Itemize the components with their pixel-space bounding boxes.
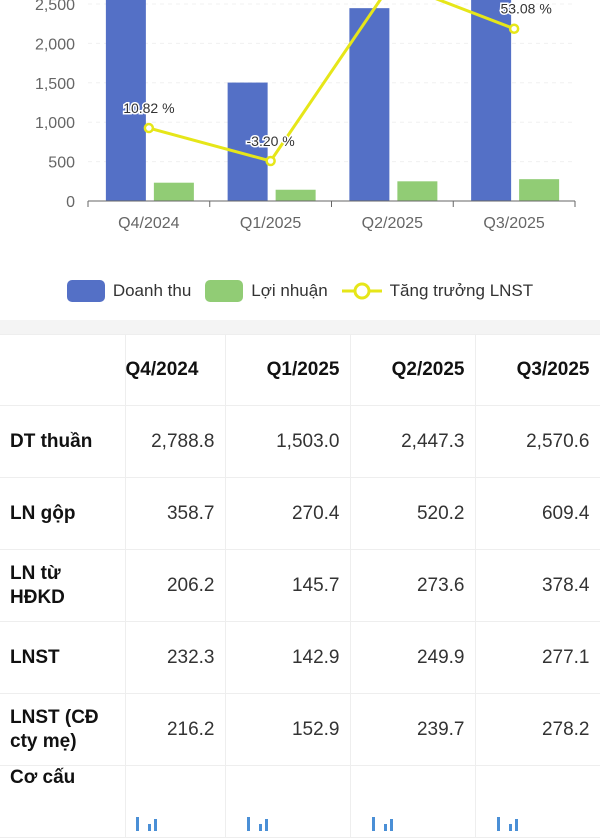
y-tick-label: 1,000 (35, 115, 75, 132)
legend-item-growth[interactable]: Tăng trưởng LNST (341, 280, 534, 302)
legend-swatch-profit (205, 280, 244, 302)
x-tick-label: Q2/2025 (362, 215, 423, 232)
value-cell: 278.2 (474, 693, 600, 766)
value-cell: 520.2 (349, 477, 476, 550)
table-header-row: Q4/2024 Q1/2025 Q2/2025 Q3/2025 (0, 334, 600, 406)
value-cell: 142.9 (224, 621, 351, 694)
bar-chart-icon (135, 815, 157, 831)
value-cell: 2,570.6 (474, 405, 600, 478)
revenue-bar (349, 8, 390, 202)
value-cell: 232.3 (124, 621, 226, 694)
structure-chart-cell[interactable] (124, 765, 226, 838)
chart-legend: Doanh thu Lợi nhuận Tăng trưởng LNST (0, 280, 600, 302)
header-label: Q4/2024 (125, 359, 199, 380)
profit-bar (275, 189, 316, 201)
value-cell: 216.2 (124, 693, 226, 766)
header-cell: Q2/2025 (349, 334, 476, 406)
table-row: LN gộp 358.7 270.4 520.2 609.4 (0, 477, 600, 550)
growth-point (143, 122, 155, 134)
growth-line (148, 0, 515, 163)
growth-data-label: 10.82 % (123, 100, 174, 116)
x-tick-label: Q1/2025 (240, 215, 301, 232)
structure-chart-cell[interactable] (474, 765, 600, 838)
x-tick-label: Q3/2025 (483, 215, 544, 232)
legend-label: Lợi nhuận (251, 281, 328, 300)
row-label: LN từ HĐKD (0, 549, 126, 622)
y-tick-label: 1,500 (35, 76, 75, 93)
value-cell: 273.6 (349, 549, 476, 622)
table-row: LN từ HĐKD 206.2 145.7 273.6 378.4 (0, 549, 600, 622)
header-cell: Q4/2024 (124, 334, 226, 406)
value-cell: 270.4 (224, 477, 351, 550)
value-cell: 249.9 (349, 621, 476, 694)
profit-bar (519, 179, 560, 201)
legend-swatch-revenue (66, 280, 105, 302)
table-row: LNST 232.3 142.9 249.9 277.1 (0, 621, 600, 694)
profit-bar (397, 181, 438, 201)
legend-line-marker-icon (341, 282, 382, 300)
bar-chart-icon (497, 815, 518, 831)
value-cell: 239.7 (349, 693, 476, 766)
x-tick-label: Q4/2024 (118, 215, 179, 232)
row-label: LNST (CĐ cty mẹ) (0, 693, 126, 766)
legend-label: Tăng trưởng LNST (389, 281, 534, 300)
growth-point (508, 23, 520, 34)
value-cell: 2,447.3 (349, 405, 476, 478)
revenue-bar (227, 82, 268, 201)
structure-chart-cell[interactable] (224, 765, 351, 838)
value-cell: 1,503.0 (224, 405, 351, 478)
growth-data-label: 53.08 % (500, 1, 551, 17)
value-cell: 206.2 (124, 549, 226, 622)
growth-data-label: -3.20 % (247, 133, 295, 149)
legend-item-revenue[interactable]: Doanh thu (66, 280, 192, 302)
value-cell: 358.7 (124, 477, 226, 550)
value-cell: 152.9 (224, 693, 351, 766)
financial-table: Q4/2024 Q1/2025 Q2/2025 Q3/2025 DT thuần… (0, 334, 600, 838)
header-cell: Q1/2025 (224, 334, 351, 406)
legend-label: Doanh thu (112, 281, 192, 300)
structure-chart-cell[interactable] (349, 765, 476, 838)
revenue-profit-chart: 0 500 1,000 1,500 2,000 2,500 Q4/2024 Q1/2025 Q2… (35, 0, 576, 232)
value-cell: 277.1 (474, 621, 600, 694)
y-tick-label: 500 (48, 155, 75, 172)
revenue-bar (471, 0, 512, 201)
header-cell: Q3/2025 (474, 334, 600, 406)
table-row: Cơ cấu (0, 765, 600, 838)
header-cell (0, 334, 126, 406)
bar-chart-icon (372, 815, 393, 831)
y-tick-label: 2,000 (35, 36, 75, 53)
row-label: DT thuần (0, 405, 126, 478)
value-cell: 609.4 (474, 477, 600, 550)
section-divider (0, 320, 600, 334)
row-label: LNST (0, 621, 126, 694)
row-label: LN gộp (0, 477, 126, 550)
value-cell: 378.4 (474, 549, 600, 622)
profit-bar (153, 182, 194, 201)
table-row: LNST (CĐ cty mẹ) 216.2 152.9 239.7 278.2 (0, 693, 600, 766)
value-cell: 2,788.8 (124, 405, 226, 478)
growth-point (265, 155, 276, 167)
bar-chart-icon (247, 815, 268, 831)
y-tick-label: 2,500 (35, 0, 75, 14)
value-cell: 145.7 (224, 549, 351, 622)
table-row: DT thuần 2,788.8 1,503.0 2,447.3 2,570.6 (0, 405, 600, 478)
legend-item-profit[interactable]: Lợi nhuận (205, 280, 328, 302)
revenue-bar (105, 0, 146, 201)
y-tick-label: 0 (66, 194, 75, 211)
row-label: Cơ cấu (0, 765, 126, 838)
